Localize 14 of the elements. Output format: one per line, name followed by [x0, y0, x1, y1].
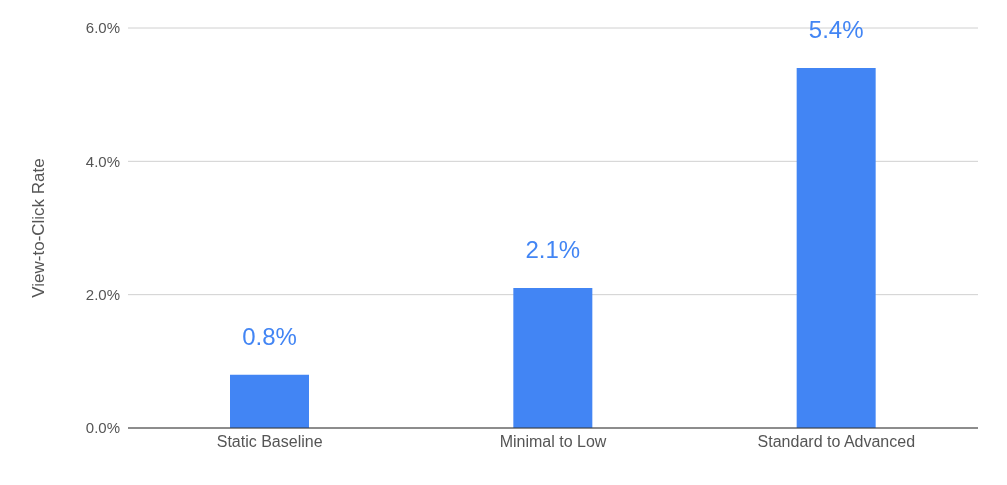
bar [230, 374, 309, 428]
y-tick-label: 2.0% [85, 285, 120, 303]
y-axis-title: View-to-Click Rate [29, 158, 49, 298]
x-tick-label: Static Baseline [216, 433, 323, 451]
y-tick-label: 4.0% [85, 152, 120, 170]
data-label: 2.1% [525, 236, 581, 263]
x-tick-label: Standard to Advanced [757, 433, 916, 451]
y-tick-label: 0.0% [85, 419, 120, 437]
x-tick-label: Minimal to Low [499, 433, 607, 451]
data-label: 5.4% [808, 16, 864, 43]
bar [513, 288, 593, 428]
bar [796, 68, 876, 428]
data-label: 0.8% [242, 322, 297, 350]
y-tick-label: 6.0% [85, 19, 120, 37]
